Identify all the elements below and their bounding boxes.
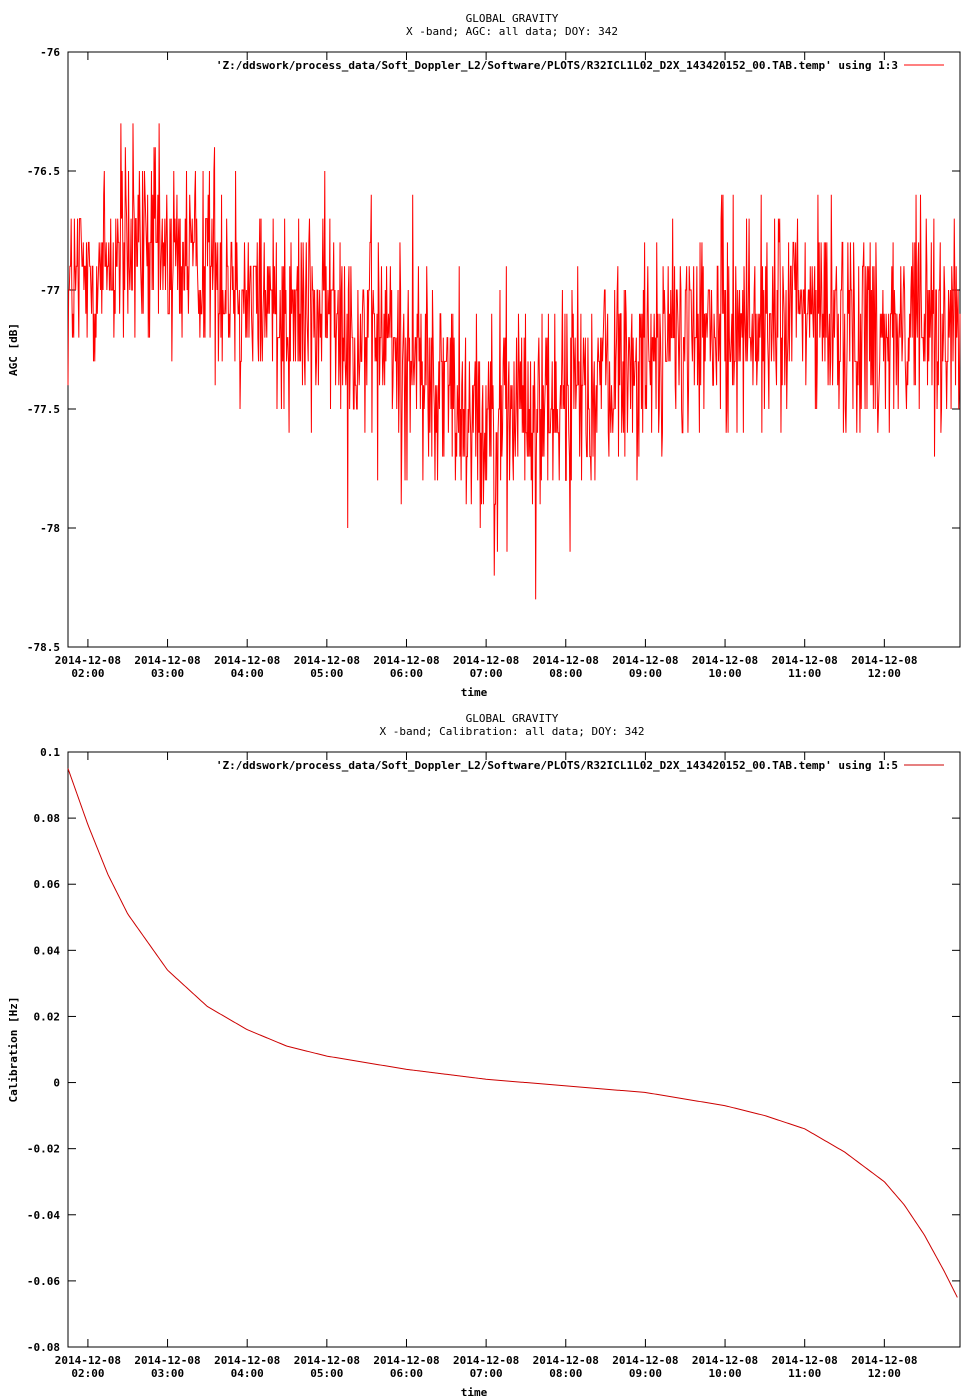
x-tick-time-label: 04:00: [231, 667, 264, 680]
x-tick-time-label: 04:00: [231, 1367, 264, 1380]
y-tick-label: -78: [40, 522, 60, 535]
x-tick-time-label: 09:00: [629, 1367, 662, 1380]
x-tick-time-label: 08:00: [549, 667, 582, 680]
y-tick-label: -76.5: [27, 165, 60, 178]
x-tick-time-label: 05:00: [310, 1367, 343, 1380]
y-tick-label: 0.06: [34, 878, 61, 891]
plot-frame: [67, 751, 961, 1348]
x-tick-date-label: 2014-12-08: [533, 1354, 599, 1367]
x-tick-date-label: 2014-12-08: [612, 1354, 678, 1367]
x-tick-date-label: 2014-12-08: [214, 1354, 280, 1367]
legend-label: 'Z:/ddswork/process_data/Soft_Doppler_L2…: [216, 59, 898, 72]
x-tick-time-label: 07:00: [470, 667, 503, 680]
x-tick-date-label: 2014-12-08: [55, 1354, 121, 1367]
x-tick-time-label: 11:00: [788, 667, 821, 680]
x-tick-date-label: 2014-12-08: [851, 654, 917, 667]
y-axis-label: Calibration [Hz]: [7, 997, 20, 1103]
x-tick-date-label: 2014-12-08: [692, 1354, 758, 1367]
x-axis-label: time: [461, 686, 488, 699]
x-tick-date-label: 2014-12-08: [294, 654, 360, 667]
x-tick-time-label: 06:00: [390, 1367, 423, 1380]
x-tick-time-label: 12:00: [868, 1367, 901, 1380]
x-axis-label: time: [461, 1386, 488, 1399]
x-tick-time-label: 10:00: [708, 667, 741, 680]
chart-title: GLOBAL GRAVITY: [466, 712, 559, 725]
x-tick-date-label: 2014-12-08: [772, 654, 838, 667]
x-tick-date-label: 2014-12-08: [55, 654, 121, 667]
x-tick-date-label: 2014-12-08: [134, 1354, 200, 1367]
x-tick-time-label: 09:00: [629, 667, 662, 680]
chart-subtitle: X -band; Calibration: all data; DOY: 342: [380, 725, 645, 738]
legend-label: 'Z:/ddswork/process_data/Soft_Doppler_L2…: [216, 759, 898, 772]
x-tick-date-label: 2014-12-08: [851, 1354, 917, 1367]
y-tick-label: 0.04: [34, 944, 61, 957]
x-tick-time-label: 02:00: [71, 667, 104, 680]
x-tick-time-label: 06:00: [390, 667, 423, 680]
y-tick-label: -77: [40, 284, 60, 297]
y-tick-label: -78.5: [27, 641, 60, 654]
x-tick-date-label: 2014-12-08: [772, 1354, 838, 1367]
y-tick-label: -0.02: [27, 1143, 60, 1156]
y-tick-label: -0.06: [27, 1275, 60, 1288]
data-series-line: [67, 123, 961, 600]
y-tick-label: -77.5: [27, 403, 60, 416]
x-tick-time-label: 10:00: [708, 1367, 741, 1380]
x-tick-date-label: 2014-12-08: [214, 654, 280, 667]
x-tick-time-label: 02:00: [71, 1367, 104, 1380]
x-tick-date-label: 2014-12-08: [692, 654, 758, 667]
data-series-line: [67, 768, 958, 1298]
x-tick-date-label: 2014-12-08: [612, 654, 678, 667]
x-tick-date-label: 2014-12-08: [134, 654, 200, 667]
x-tick-date-label: 2014-12-08: [453, 654, 519, 667]
x-tick-time-label: 03:00: [151, 1367, 184, 1380]
y-tick-label: -76: [40, 46, 60, 59]
y-tick-label: 0.1: [40, 746, 60, 759]
x-tick-date-label: 2014-12-08: [373, 1354, 439, 1367]
y-tick-label: 0.08: [34, 812, 61, 825]
x-tick-time-label: 07:00: [470, 1367, 503, 1380]
x-tick-time-label: 12:00: [868, 667, 901, 680]
y-tick-label: 0.02: [34, 1010, 61, 1023]
chart-title: GLOBAL GRAVITY: [466, 12, 559, 25]
chart-subtitle: X -band; AGC: all data; DOY: 342: [406, 25, 618, 38]
x-tick-date-label: 2014-12-08: [294, 1354, 360, 1367]
y-tick-label: -0.08: [27, 1341, 60, 1354]
y-tick-label: 0: [53, 1077, 60, 1090]
x-tick-time-label: 08:00: [549, 1367, 582, 1380]
x-tick-time-label: 05:00: [310, 667, 343, 680]
x-tick-date-label: 2014-12-08: [533, 654, 599, 667]
y-axis-label: AGC [dB]: [7, 323, 20, 376]
x-tick-date-label: 2014-12-08: [373, 654, 439, 667]
x-tick-date-label: 2014-12-08: [453, 1354, 519, 1367]
y-tick-label: -0.04: [27, 1209, 60, 1222]
x-tick-time-label: 03:00: [151, 667, 184, 680]
x-tick-time-label: 11:00: [788, 1367, 821, 1380]
